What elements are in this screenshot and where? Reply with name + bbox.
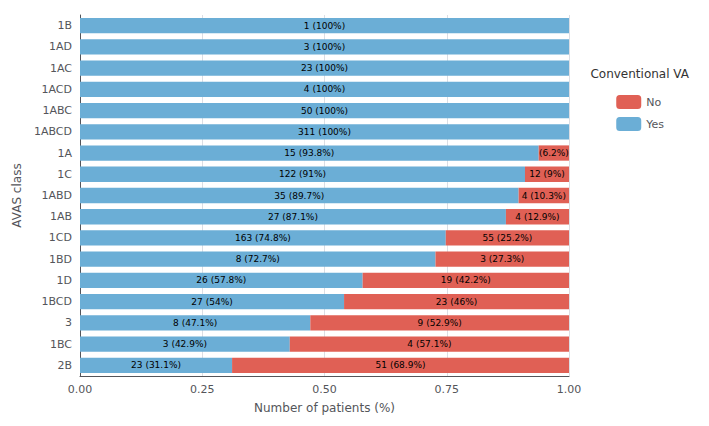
svg-text:23 (46%): 23 (46%): [436, 297, 477, 307]
svg-text:4 (57.1%): 4 (57.1%): [407, 339, 451, 349]
svg-text:No: No: [646, 96, 661, 109]
svg-text:26 (57.8%): 26 (57.8%): [196, 275, 246, 285]
svg-text:55 (25.2%): 55 (25.2%): [482, 233, 532, 243]
svg-text:8 (72.7%): 8 (72.7%): [236, 254, 280, 264]
svg-text:50 (100%): 50 (100%): [301, 106, 348, 116]
svg-text:23 (100%): 23 (100%): [301, 63, 348, 73]
svg-text:1D: 1D: [57, 274, 72, 287]
svg-text:Conventional VA: Conventional VA: [590, 67, 689, 81]
svg-text:35 (89.7%): 35 (89.7%): [274, 191, 324, 201]
svg-text:8 (47.1%): 8 (47.1%): [173, 318, 217, 328]
svg-text:1ABD: 1ABD: [41, 189, 72, 202]
svg-text:1ABC: 1ABC: [42, 104, 72, 117]
svg-text:1 (100%): 1 (100%): [304, 21, 345, 31]
svg-text:19 (42.2%): 19 (42.2%): [441, 275, 491, 285]
svg-text:27 (87.1%): 27 (87.1%): [268, 212, 318, 222]
svg-text:3 (100%): 3 (100%): [304, 42, 345, 52]
svg-text:0.75: 0.75: [435, 383, 460, 396]
svg-text:1ACD: 1ACD: [42, 83, 72, 96]
svg-text:51 (68.9%): 51 (68.9%): [376, 360, 426, 370]
svg-text:9 (52.9%): 9 (52.9%): [418, 318, 462, 328]
svg-text:1BC: 1BC: [50, 338, 72, 351]
svg-text:1AC: 1AC: [50, 62, 72, 75]
svg-text:3 (27.3%): 3 (27.3%): [480, 254, 524, 264]
svg-text:0.25: 0.25: [190, 383, 215, 396]
svg-text:15 (93.8%): 15 (93.8%): [284, 148, 334, 158]
svg-text:1ABCD: 1ABCD: [34, 125, 72, 138]
svg-text:1A: 1A: [57, 147, 72, 160]
svg-text:1AB: 1AB: [50, 210, 72, 223]
svg-text:0.50: 0.50: [312, 383, 337, 396]
svg-text:AVAS class: AVAS class: [10, 163, 24, 227]
svg-text:3: 3: [65, 316, 72, 329]
svg-text:Yes: Yes: [645, 118, 664, 131]
svg-text:3 (42.9%): 3 (42.9%): [163, 339, 207, 349]
svg-text:4 (10.3%): 4 (10.3%): [522, 191, 566, 201]
svg-text:1BCD: 1BCD: [41, 295, 72, 308]
svg-text:23 (31.1%): 23 (31.1%): [131, 360, 181, 370]
svg-text:(6.2%): (6.2%): [539, 148, 569, 158]
svg-text:Number of patients (%): Number of patients (%): [254, 401, 395, 415]
svg-text:1AD: 1AD: [49, 40, 72, 53]
svg-text:1CD: 1CD: [49, 231, 72, 244]
svg-text:2B: 2B: [57, 359, 72, 372]
svg-text:163 (74.8%): 163 (74.8%): [235, 233, 291, 243]
svg-text:27 (54%): 27 (54%): [191, 297, 232, 307]
svg-text:4 (100%): 4 (100%): [304, 84, 345, 94]
svg-text:1C: 1C: [57, 168, 72, 181]
svg-text:311 (100%): 311 (100%): [298, 127, 351, 137]
svg-text:0.00: 0.00: [68, 383, 93, 396]
svg-text:1B: 1B: [57, 19, 72, 32]
svg-text:12 (9%): 12 (9%): [529, 169, 565, 179]
svg-text:4 (12.9%): 4 (12.9%): [515, 212, 559, 222]
svg-text:1.00: 1.00: [557, 383, 582, 396]
svg-text:1BD: 1BD: [49, 253, 72, 266]
svg-text:122 (91%): 122 (91%): [279, 169, 326, 179]
